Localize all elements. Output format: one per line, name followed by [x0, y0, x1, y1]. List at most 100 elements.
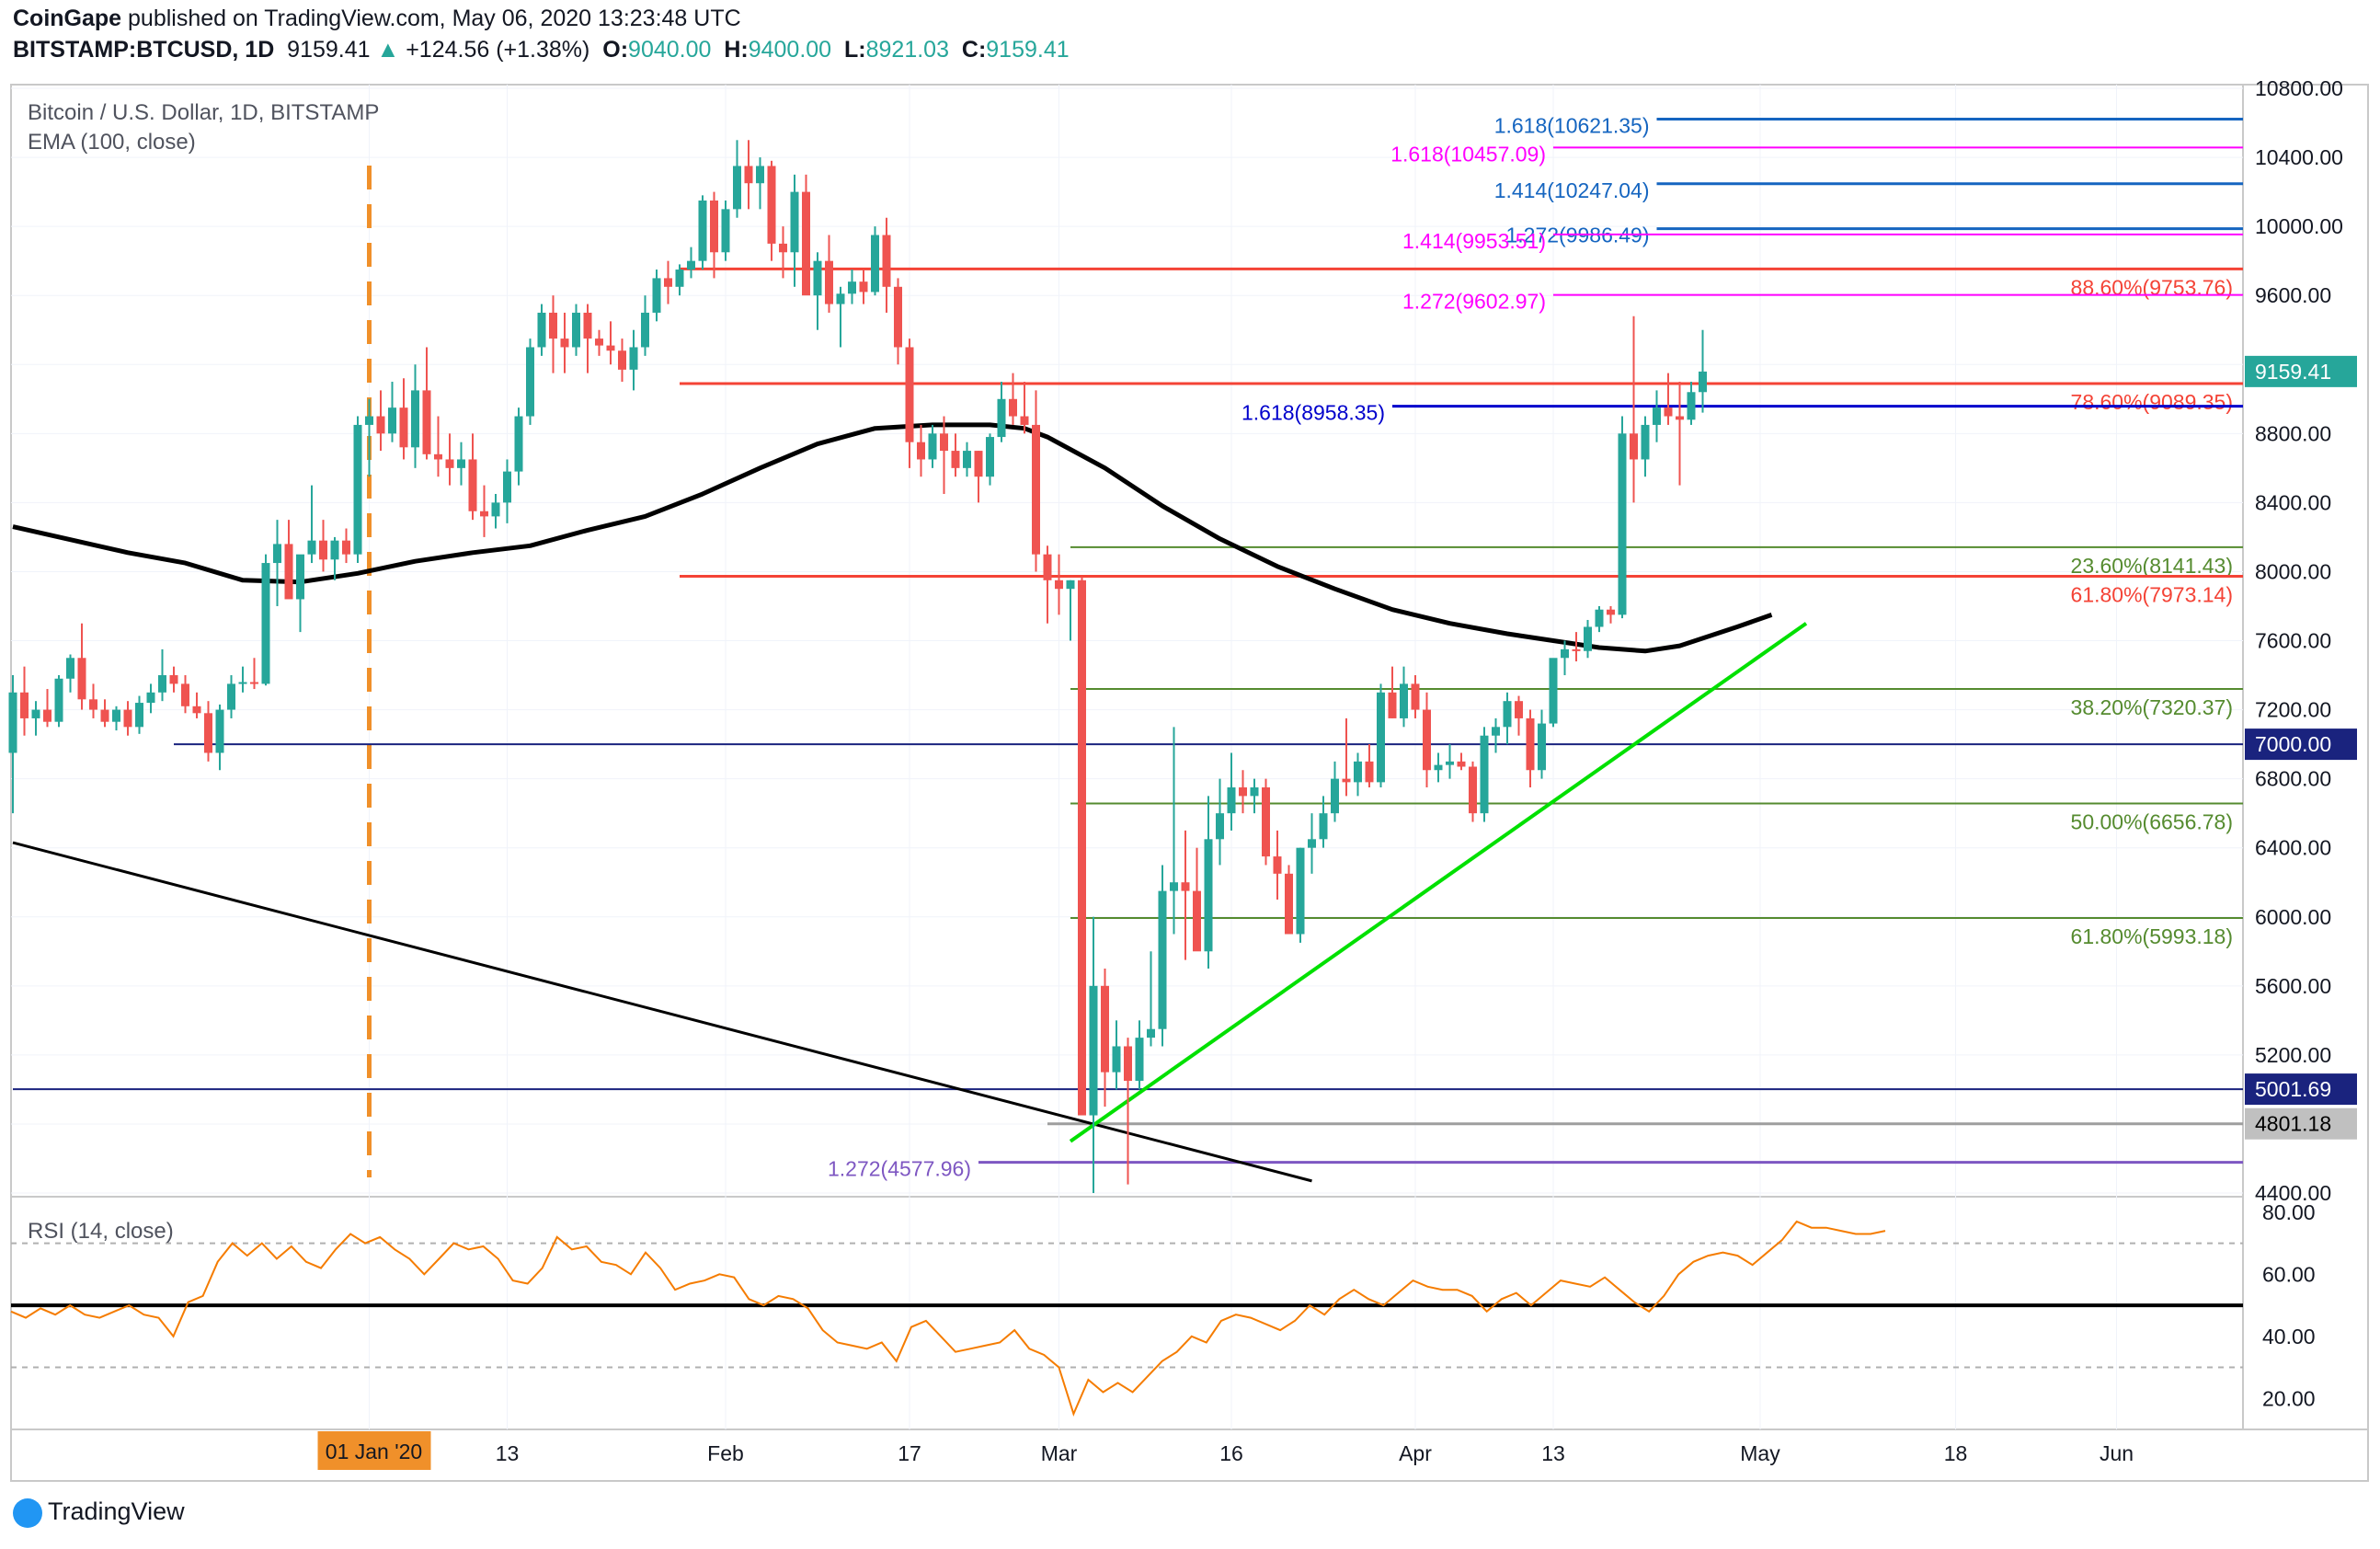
level-label: 1.272(4577.96)	[828, 1157, 971, 1181]
candle-body	[66, 658, 74, 679]
ohlc-line: BITSTAMP:BTCUSD, 1D 9159.41 ▲ +124.56 (+…	[13, 37, 1070, 63]
time-tick-label: Jun	[2100, 1441, 2134, 1465]
candle-body	[767, 166, 776, 244]
candle-body	[1423, 709, 1431, 771]
publisher-name: CoinGape	[13, 6, 122, 31]
candle-body	[100, 709, 109, 722]
high-label: H:	[724, 37, 749, 63]
candle-body	[1584, 626, 1592, 651]
price-tag-box	[2245, 1107, 2357, 1140]
candle-body	[468, 459, 477, 511]
price-tick-label: 5600.00	[2255, 974, 2331, 998]
rsi-tick-label: 40.00	[2262, 1325, 2316, 1348]
candle-body	[836, 293, 845, 304]
time-tick-label: 13	[496, 1441, 520, 1465]
trendline-rising-support	[1069, 622, 1808, 1143]
rsi-pane	[10, 1196, 2244, 1430]
price-tag-label: 7000.00	[2255, 732, 2331, 756]
candle-body	[1595, 609, 1604, 627]
candle-body	[31, 709, 40, 718]
price-tick-label: 8000.00	[2255, 559, 2331, 583]
candle-body	[1641, 424, 1650, 460]
candle-body	[146, 692, 155, 704]
ema-100-line	[12, 422, 1773, 654]
candle-body	[1089, 985, 1098, 1116]
candle-body	[1285, 873, 1293, 935]
chart-title: Bitcoin / U.S. Dollar, 1D, BITSTAMP	[28, 100, 379, 125]
candle-body	[1630, 433, 1638, 460]
candle-body	[997, 398, 1006, 438]
candle-body	[181, 683, 189, 706]
time-tick-label: Mar	[1041, 1441, 1078, 1465]
candle-body	[664, 278, 672, 287]
candle-body	[1538, 723, 1546, 771]
candle-body	[261, 563, 270, 684]
candle-body	[1020, 416, 1029, 425]
candle-body	[951, 451, 960, 468]
candle-body	[1181, 882, 1190, 891]
tradingview-brand: TradingView	[48, 1497, 185, 1525]
candle-body	[1250, 787, 1259, 797]
candle-body	[422, 390, 431, 454]
candle-body	[1469, 766, 1477, 814]
level-label: 1.414(9953.51)	[1402, 229, 1546, 253]
candle-body	[307, 540, 316, 555]
candle-body	[1331, 778, 1339, 814]
candle-body	[1227, 787, 1236, 814]
open-label: O:	[602, 37, 629, 63]
candle-body	[537, 312, 546, 348]
time-tick-label: May	[1740, 1441, 1780, 1465]
candle-body	[445, 459, 454, 468]
level-label: 1.618(8958.35)	[1241, 401, 1385, 425]
close-value: 9159.41	[986, 37, 1070, 63]
rsi-tick-label: 20.00	[2262, 1386, 2316, 1410]
candle-body	[135, 703, 143, 728]
level-label: 61.80%(7973.14)	[2071, 582, 2233, 606]
candle-body	[1434, 764, 1443, 771]
price-tick-label: 10400.00	[2255, 145, 2343, 169]
candle-body	[77, 658, 86, 700]
candle-body	[192, 706, 201, 714]
candle-body	[572, 312, 580, 348]
price-tag-label: 9159.41	[2255, 360, 2331, 384]
candle-body	[1147, 1028, 1155, 1038]
candle-body	[1480, 735, 1489, 814]
price-tag-box	[2245, 729, 2357, 761]
candle-body	[1296, 847, 1305, 935]
time-tick-label: 01 Jan '20	[326, 1440, 422, 1463]
candle-body	[1503, 701, 1512, 728]
candle-body	[848, 281, 856, 294]
tradingview-logo[interactable]: TradingView	[13, 1497, 185, 1528]
candle-body	[813, 260, 822, 296]
level-label: 23.60%(8141.43)	[2071, 554, 2233, 578]
candle-body	[112, 709, 120, 722]
candle-body	[215, 709, 224, 753]
candle-body	[675, 270, 684, 287]
low-label: L:	[844, 37, 866, 63]
candle-body	[123, 709, 132, 728]
candle-body	[1135, 1038, 1144, 1082]
level-label: 1.618(10621.35)	[1494, 114, 1650, 138]
rsi-tick-label: 80.00	[2262, 1200, 2316, 1224]
candle-body	[1515, 701, 1523, 718]
candle-body	[1446, 761, 1454, 765]
rsi-line	[10, 1220, 1886, 1417]
candle-body	[1239, 787, 1247, 797]
candle-body	[1273, 856, 1282, 874]
candle-body	[1572, 648, 1581, 651]
last-price: 9159.41	[287, 37, 371, 63]
candle-body	[1342, 778, 1351, 783]
candle-body	[457, 459, 465, 468]
candle-body	[1664, 407, 1673, 417]
candle-body	[353, 424, 362, 555]
candle-body	[411, 390, 419, 448]
candle-body	[882, 235, 891, 287]
candle-body	[583, 312, 592, 339]
candle-body	[1561, 648, 1569, 659]
candle-body	[606, 345, 615, 351]
candle-body	[871, 235, 879, 293]
candle-body	[296, 554, 304, 600]
rsi-tick-label: 60.00	[2262, 1262, 2316, 1286]
time-tick-label: Feb	[707, 1441, 744, 1465]
